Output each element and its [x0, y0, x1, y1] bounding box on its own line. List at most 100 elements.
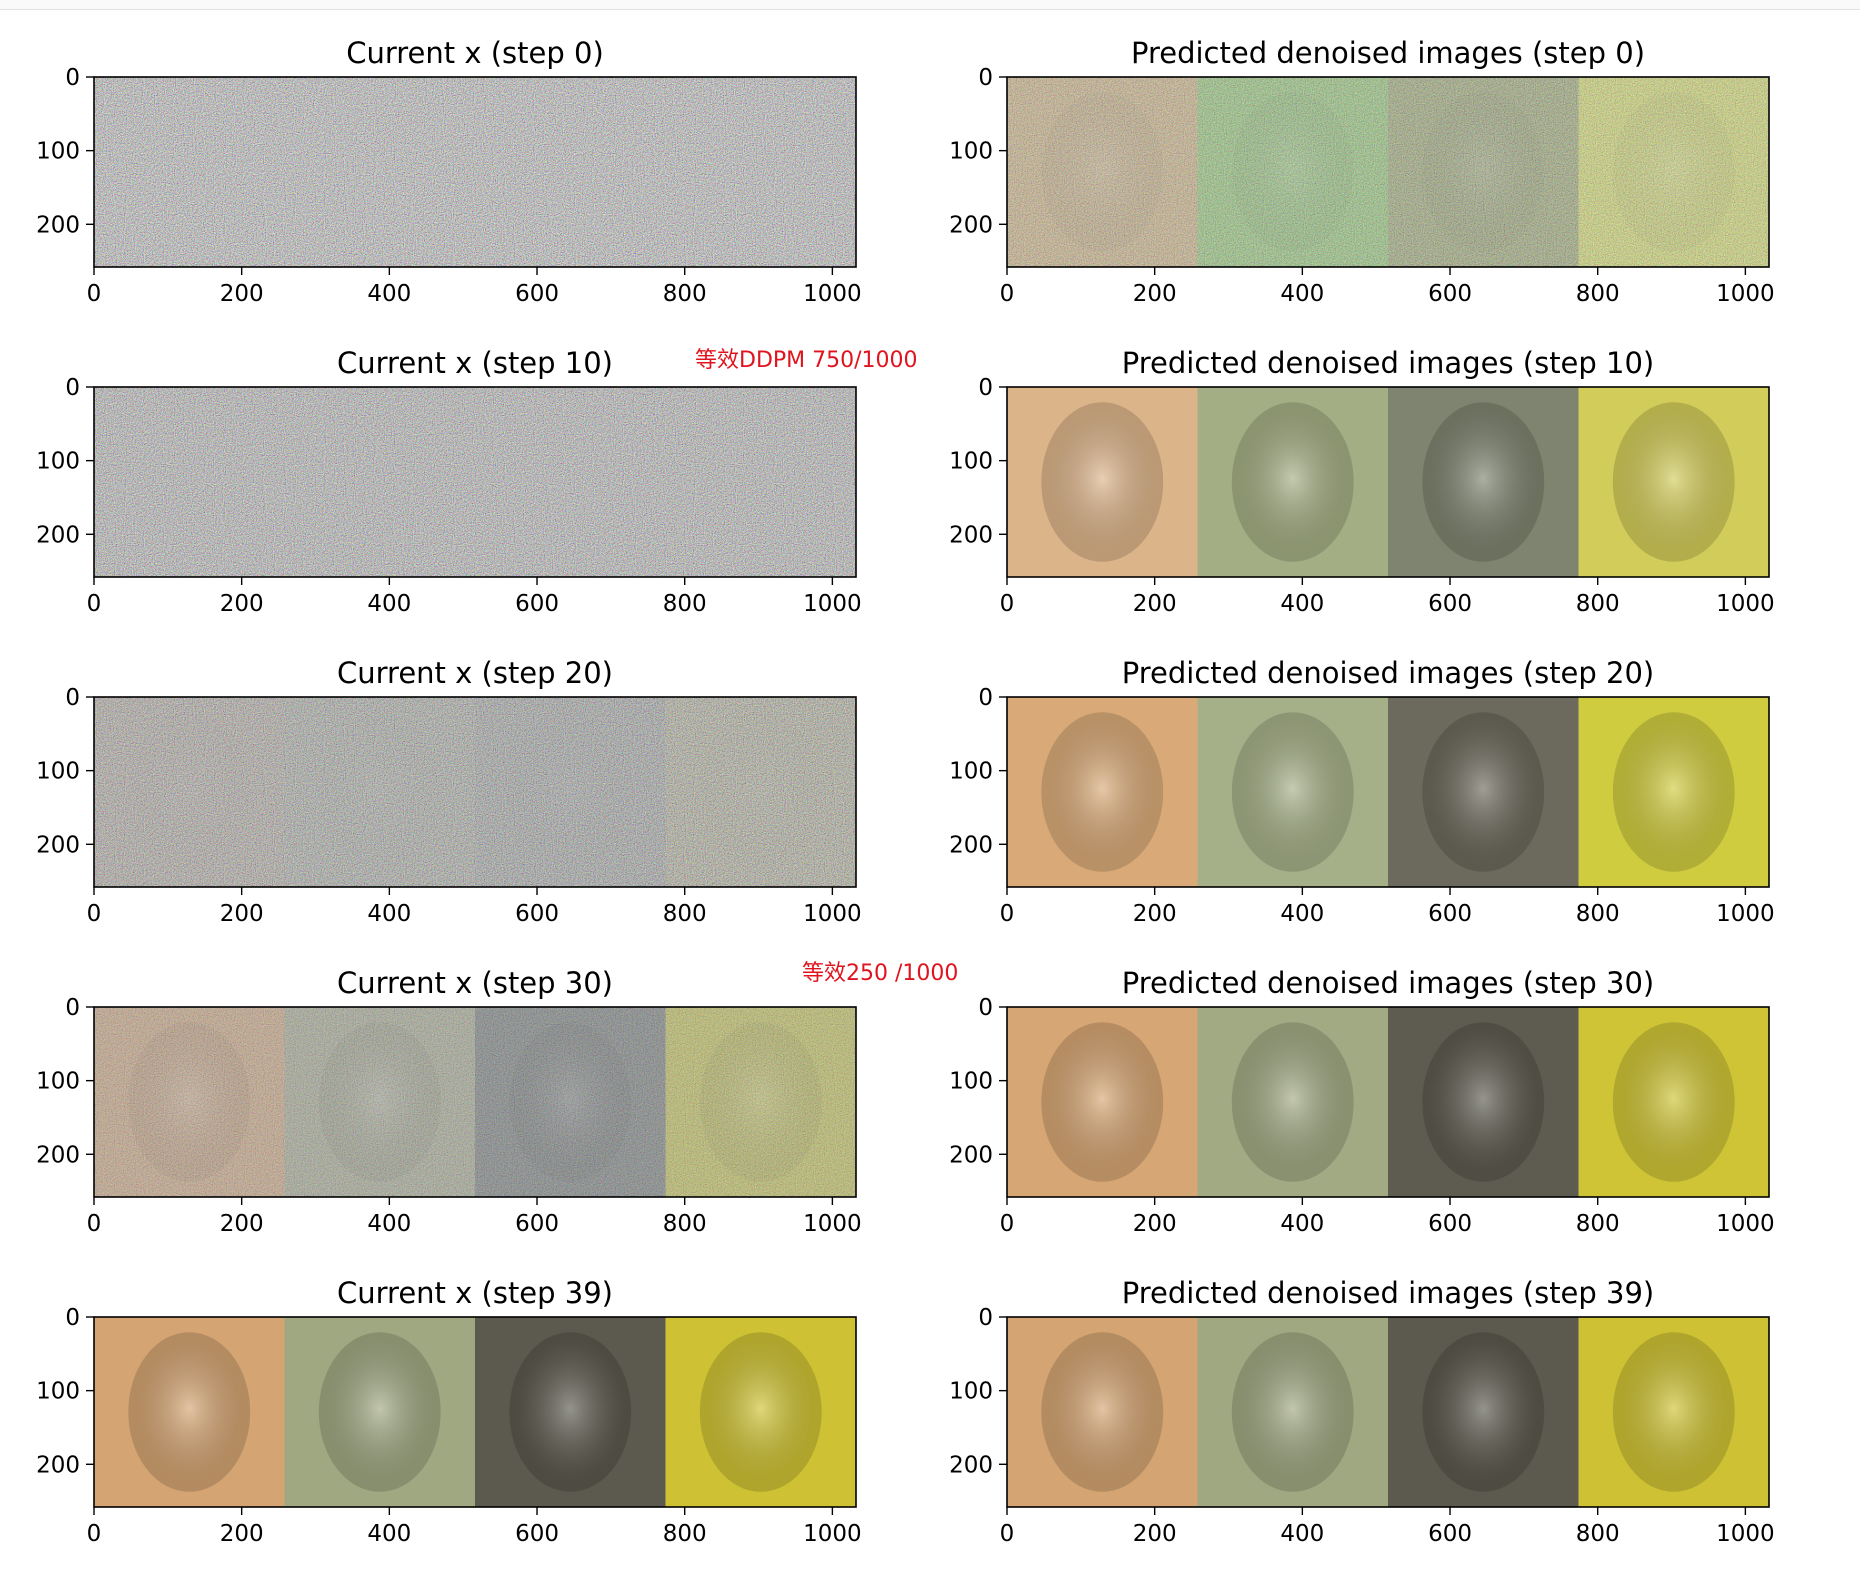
noise-overlay	[284, 697, 475, 887]
x-tick-label: 600	[1428, 281, 1472, 307]
face-shading	[1422, 712, 1545, 872]
subplot-4: Current x (step 20) 0 200 400 600 800 1000 0 100…	[36, 656, 862, 927]
x-tick-label: 0	[87, 1211, 102, 1237]
face-shading	[1231, 402, 1354, 562]
x-tick-label: 400	[1280, 281, 1324, 307]
axes-frame	[1006, 76, 1770, 268]
noise-overlay	[475, 387, 666, 577]
annotation-ddpm-750: 等效DDPM 750/1000	[695, 348, 918, 373]
y-tick-label: 100	[36, 1379, 80, 1405]
face-shading	[1612, 1332, 1735, 1492]
y-tick-label: 200	[36, 1452, 80, 1478]
face-shading	[128, 1332, 251, 1492]
x-tick-label: 200	[220, 901, 264, 927]
y-tick-label: 200	[949, 1452, 993, 1478]
noise-overlay	[284, 387, 475, 577]
x-tick-label: 400	[1280, 901, 1324, 927]
x-tick-label: 0	[87, 591, 102, 617]
y-tick-label: 0	[978, 375, 993, 401]
y-tick-label: 0	[65, 375, 80, 401]
noise-overlay	[94, 1007, 285, 1197]
face-shading	[1041, 712, 1164, 872]
x-tick-label: 1000	[803, 1521, 862, 1547]
y-tick-label: 100	[949, 1069, 993, 1095]
axes-frame	[93, 696, 857, 888]
y-tick-label: 200	[949, 212, 993, 238]
subplot-title: Current x (step 20)	[337, 656, 613, 690]
x-tick-label: 1000	[803, 591, 862, 617]
subplot-title: Predicted denoised images (step 20)	[1122, 656, 1655, 690]
noise-overlay	[284, 77, 475, 267]
face-shading	[1231, 712, 1354, 872]
y-tick-label: 0	[978, 65, 993, 91]
noise-overlay	[1197, 77, 1388, 267]
subplot-9: Predicted denoised images (step 39) 0 200 4…	[949, 1276, 1775, 1547]
x-tick-label: 400	[367, 901, 411, 927]
x-tick-label: 400	[1280, 1211, 1324, 1237]
y-tick-label: 100	[949, 759, 993, 785]
x-tick-label: 800	[1576, 281, 1620, 307]
x-tick-label: 600	[1428, 591, 1472, 617]
x-tick-label: 400	[1280, 1521, 1324, 1547]
noise-overlay	[94, 387, 285, 577]
noise-overlay	[475, 1007, 666, 1197]
x-tick-label: 800	[663, 1521, 707, 1547]
x-tick-label: 0	[1000, 1521, 1015, 1547]
x-tick-label: 1000	[1716, 901, 1775, 927]
x-tick-label: 600	[1428, 901, 1472, 927]
subplot-1: Predicted denoised images (step 0) 0 200 40…	[949, 36, 1775, 307]
x-tick-label: 800	[1576, 1211, 1620, 1237]
subplot-title: Predicted denoised images (step 30)	[1122, 966, 1655, 1000]
noise-overlay	[665, 697, 856, 887]
face-shading	[1041, 1332, 1164, 1492]
subplot-8: Current x (step 39) 0 200 400 600 800 1000 0 100…	[36, 1276, 862, 1547]
subplot-title: Predicted denoised images (step 10)	[1122, 346, 1655, 380]
x-tick-label: 200	[220, 1211, 264, 1237]
x-tick-label: 200	[1133, 1211, 1177, 1237]
x-tick-label: 600	[515, 1211, 559, 1237]
y-tick-label: 100	[36, 1069, 80, 1095]
annotation-250: 等效250 /1000	[802, 961, 958, 986]
y-tick-label: 0	[65, 65, 80, 91]
x-tick-label: 0	[1000, 591, 1015, 617]
subplot-2: Current x (step 10) 0 200 400 600 800 1000 0 100…	[36, 346, 862, 617]
axes-frame	[93, 386, 857, 578]
subplot-title: Predicted denoised images (step 39)	[1122, 1276, 1655, 1310]
subplot-title: Predicted denoised images (step 0)	[1131, 36, 1645, 70]
x-tick-label: 800	[663, 901, 707, 927]
noise-overlay	[475, 77, 666, 267]
y-tick-label: 200	[949, 522, 993, 548]
x-tick-label: 0	[87, 1521, 102, 1547]
subplot-title: Current x (step 39)	[337, 1276, 613, 1310]
x-tick-label: 800	[1576, 591, 1620, 617]
y-tick-label: 100	[949, 449, 993, 475]
x-tick-label: 600	[515, 281, 559, 307]
x-tick-label: 1000	[1716, 1521, 1775, 1547]
face-shading	[1612, 402, 1735, 562]
x-tick-label: 800	[663, 1211, 707, 1237]
x-tick-label: 1000	[1716, 281, 1775, 307]
top-bar	[0, 0, 1860, 10]
y-tick-label: 200	[36, 1142, 80, 1168]
x-tick-label: 200	[220, 1521, 264, 1547]
axes-frame	[1006, 1316, 1770, 1508]
x-tick-label: 200	[220, 591, 264, 617]
x-tick-label: 400	[367, 281, 411, 307]
x-tick-label: 200	[1133, 901, 1177, 927]
x-tick-label: 400	[367, 1521, 411, 1547]
subplot-3: Predicted denoised images (step 10) 0 200 4…	[949, 346, 1775, 617]
y-tick-label: 0	[65, 685, 80, 711]
y-tick-label: 200	[949, 832, 993, 858]
x-tick-label: 400	[1280, 591, 1324, 617]
face-shading	[1231, 1332, 1354, 1492]
noise-overlay	[665, 77, 856, 267]
x-tick-label: 200	[1133, 281, 1177, 307]
y-tick-label: 0	[978, 995, 993, 1021]
x-tick-label: 600	[515, 901, 559, 927]
x-tick-label: 1000	[1716, 1211, 1775, 1237]
axes-frame	[93, 76, 857, 268]
face-shading	[1041, 1022, 1164, 1182]
x-tick-label: 200	[1133, 591, 1177, 617]
x-tick-label: 800	[663, 281, 707, 307]
